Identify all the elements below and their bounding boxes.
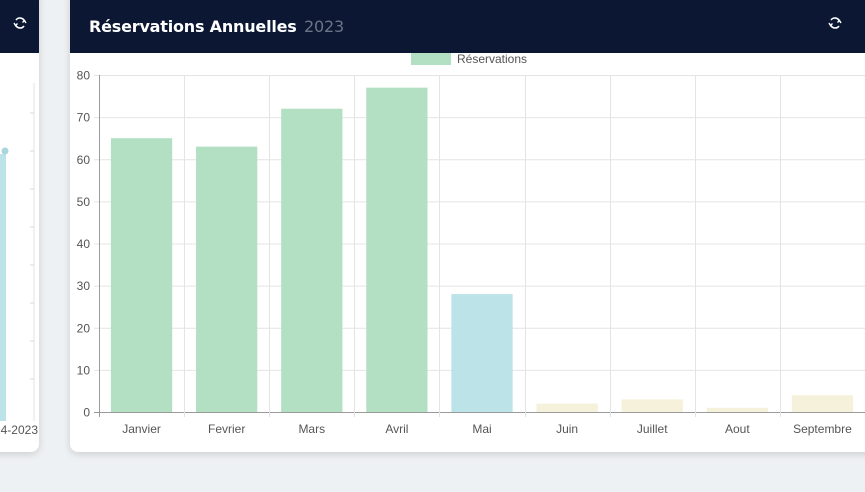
bar[interactable] [451, 294, 513, 412]
bar[interactable] [110, 138, 173, 412]
trend-point[interactable] [1, 147, 9, 155]
bar[interactable] [281, 108, 343, 412]
card-title: Réservations Annuelles 2023 [89, 17, 344, 36]
y-tick-label: 50 [77, 195, 91, 209]
bar[interactable] [791, 395, 854, 412]
x-tick-label: Avril [385, 422, 408, 436]
x-tick-label: Juin [556, 422, 578, 436]
trend-chart [0, 53, 39, 452]
y-tick-label: 60 [77, 153, 91, 167]
x-tick-label: Septembre [793, 422, 852, 436]
refresh-icon[interactable] [13, 16, 27, 30]
bar[interactable] [706, 407, 768, 412]
x-tick-label: Fevrier [208, 422, 245, 436]
y-tick-label: 70 [77, 111, 91, 125]
card-title-year: 2023 [304, 17, 344, 36]
trend-card-header [0, 0, 39, 53]
y-tick-label: 40 [77, 237, 91, 251]
card-title-text: Réservations Annuelles [89, 17, 297, 36]
trend-card: 4-2023 [0, 0, 39, 452]
trend-x-tick-label: 4-2023 [0, 423, 38, 437]
bar[interactable] [621, 399, 683, 412]
bar[interactable] [196, 146, 258, 413]
x-tick-label: Mai [472, 422, 491, 436]
bar[interactable] [536, 403, 598, 412]
bar[interactable] [366, 87, 428, 412]
y-tick-label: 10 [77, 363, 91, 377]
trend-area-fill [0, 154, 6, 421]
refresh-icon[interactable] [828, 16, 842, 30]
x-tick-label: Aout [725, 422, 750, 436]
y-tick-label: 80 [77, 69, 91, 83]
bar-chart-canvas: 0 10 20 30 40 50 60 70 80 Janvier Fevrier Mars Avril… [77, 52, 865, 436]
x-tick-label: Janvier [122, 422, 161, 436]
annual-reservations-card: Réservations Annuelles 2023 0 10 20 30 40 50 6… [70, 0, 865, 452]
trend-chart-canvas [0, 83, 35, 421]
bar-chart: 0 10 20 30 40 50 60 70 80 Janvier Fevrier Mars Avril… [70, 52, 865, 452]
y-tick-label: 30 [77, 279, 91, 293]
x-tick-label: Mars [298, 422, 325, 436]
legend-label[interactable]: Réservations [457, 52, 527, 66]
y-tick-label: 0 [83, 406, 90, 420]
legend-swatch[interactable] [411, 53, 451, 65]
y-tick-label: 20 [77, 321, 91, 335]
card-header: Réservations Annuelles 2023 [70, 0, 865, 53]
x-tick-label: Juillet [637, 422, 668, 436]
